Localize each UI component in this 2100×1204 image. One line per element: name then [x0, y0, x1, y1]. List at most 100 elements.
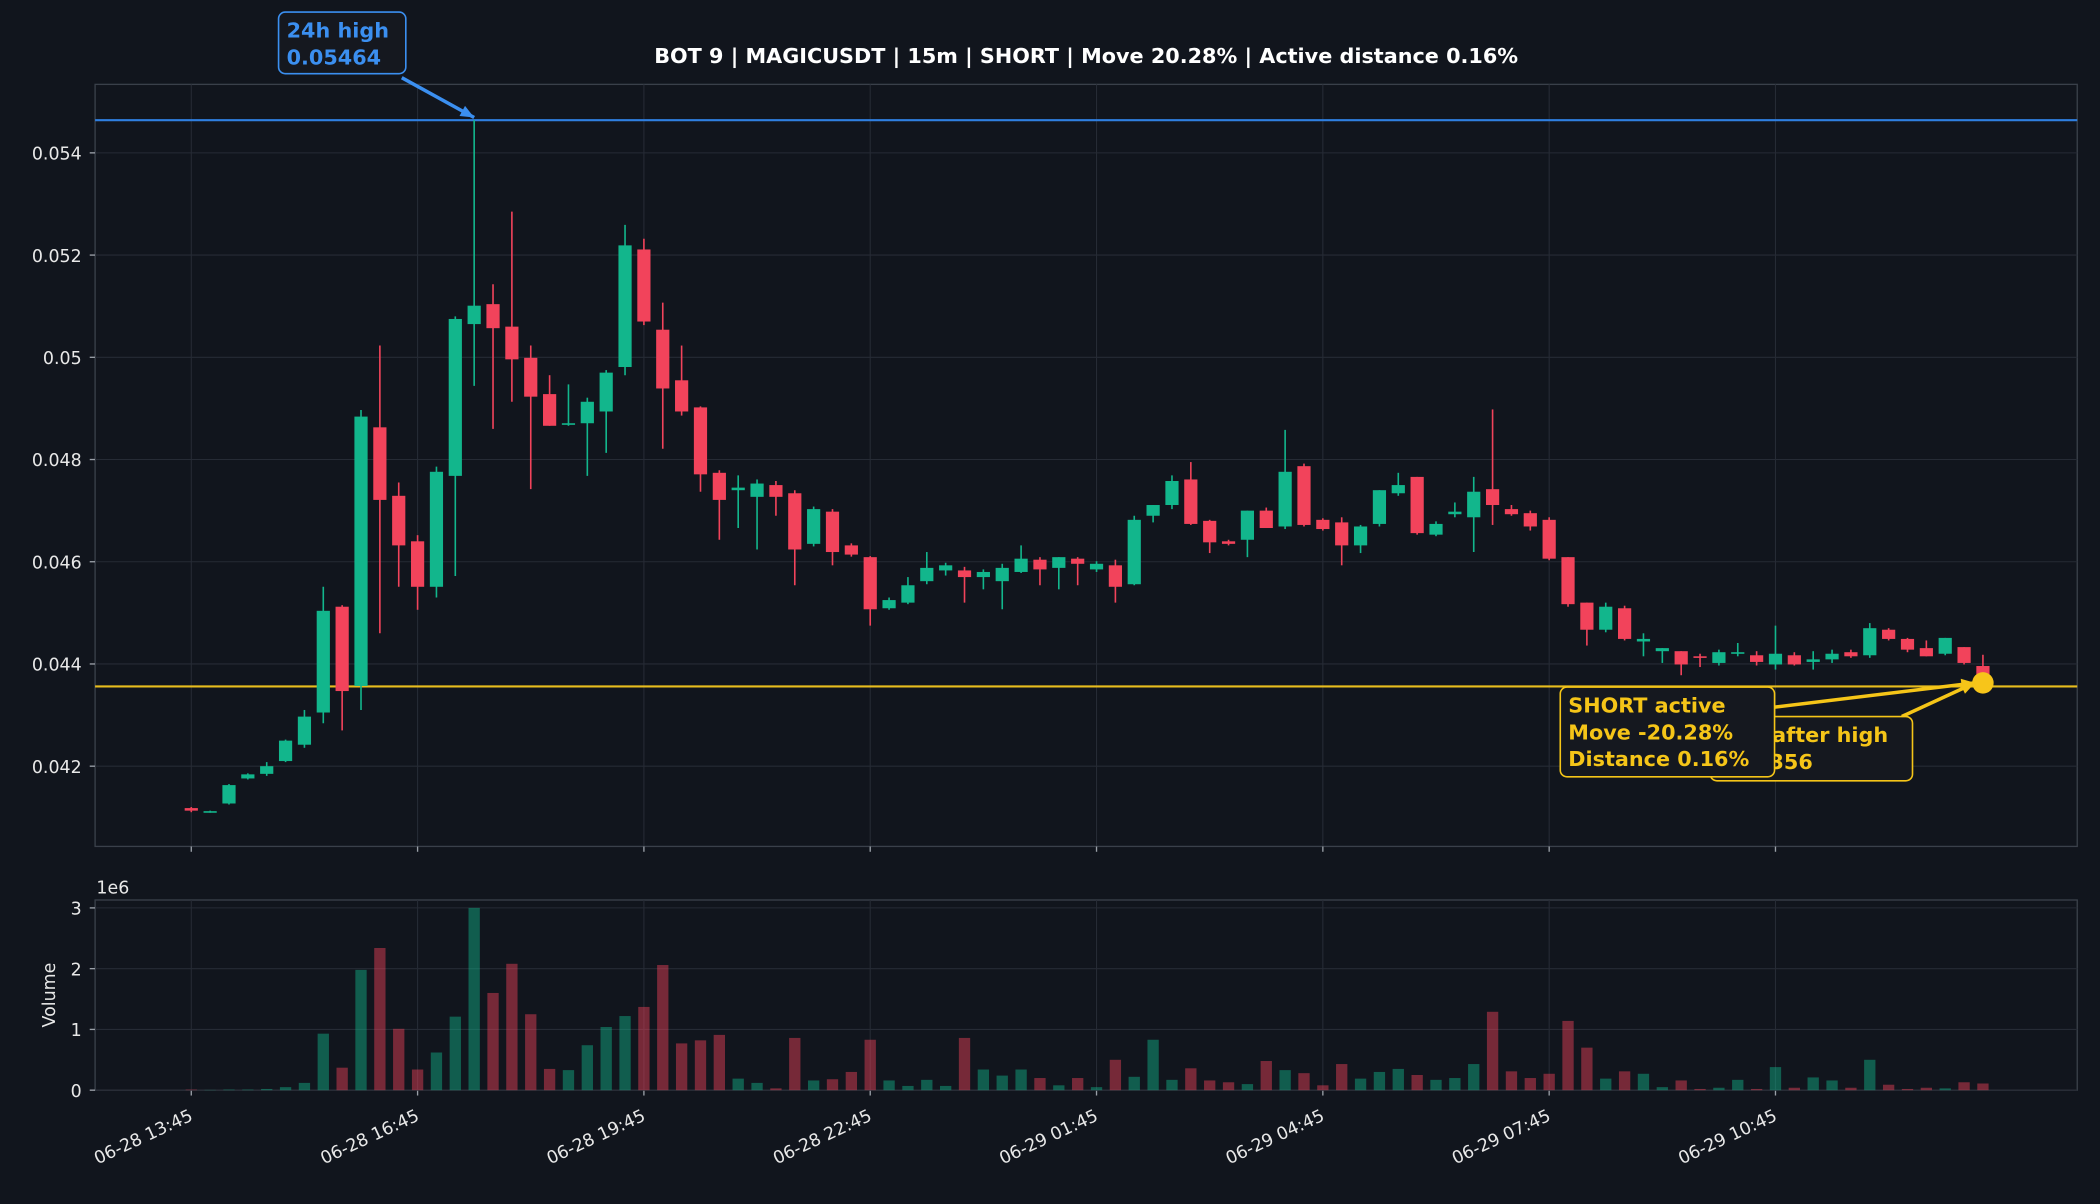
volume-bar	[1091, 1087, 1102, 1090]
candle-body	[901, 585, 914, 602]
volume-bar	[601, 1027, 612, 1090]
candle-body	[1486, 489, 1499, 505]
candle-body	[1882, 630, 1895, 639]
volume-bar	[1544, 1074, 1555, 1090]
annotation-text: Move -20.28%	[1568, 720, 1733, 744]
volume-bar	[1147, 1040, 1158, 1090]
candle-body	[788, 493, 801, 549]
volume-bar	[1185, 1068, 1196, 1090]
candle-body	[1014, 559, 1027, 572]
volume-bar	[770, 1088, 781, 1090]
volume-bar	[1525, 1078, 1536, 1090]
volume-bar	[1638, 1074, 1649, 1090]
candle-body	[1920, 648, 1933, 656]
candle-body	[1297, 466, 1310, 525]
candle-body	[1580, 603, 1593, 630]
volume-bar	[1242, 1084, 1253, 1090]
volume-bar	[1449, 1078, 1460, 1090]
candle-body	[317, 611, 330, 713]
candle-body	[1448, 512, 1461, 515]
candle-body	[524, 358, 537, 397]
candle-body	[486, 304, 499, 328]
volume-bar	[1694, 1089, 1705, 1090]
volume-bar	[1355, 1079, 1366, 1091]
candle-body	[996, 568, 1009, 581]
candle-body	[1599, 607, 1612, 630]
volume-bar	[1751, 1089, 1762, 1090]
volume-bar	[865, 1040, 876, 1090]
volume-bar	[450, 1017, 461, 1091]
volume-bar	[1072, 1078, 1083, 1090]
volume-bar	[902, 1086, 913, 1090]
candle-body	[1052, 557, 1065, 568]
candle-body	[1411, 477, 1424, 533]
volume-bar	[1317, 1085, 1328, 1090]
volume-bar	[1506, 1071, 1517, 1090]
volume-bar	[355, 970, 366, 1090]
candle-body	[1090, 564, 1103, 570]
candle-body	[336, 607, 349, 691]
volume-bar	[1468, 1064, 1479, 1090]
candle-body	[543, 394, 556, 426]
volume-bar	[374, 948, 385, 1090]
candle-body	[185, 808, 198, 811]
candle-body	[807, 509, 820, 544]
y-tick-label: 0.05	[43, 349, 82, 369]
candle-body	[1731, 652, 1744, 654]
candle-body	[1128, 520, 1141, 584]
volume-bar	[883, 1080, 894, 1090]
volume-bar	[1619, 1071, 1630, 1090]
candle-body	[1957, 647, 1970, 663]
y-tick-label: 1	[71, 1021, 82, 1041]
volume-bar	[223, 1090, 234, 1091]
volume-bar	[299, 1083, 310, 1090]
candle-body	[769, 485, 782, 497]
candle-body	[1618, 608, 1631, 639]
volume-bar	[186, 1090, 197, 1091]
volume-bar	[469, 908, 480, 1090]
volume-bar	[940, 1086, 951, 1090]
volume-bar	[1808, 1077, 1819, 1090]
volume-bar	[431, 1053, 442, 1091]
candle-body	[1033, 560, 1046, 570]
candle-body	[1863, 628, 1876, 655]
candle-body	[656, 330, 669, 389]
candle-body	[1354, 526, 1367, 545]
volume-bar	[1958, 1082, 1969, 1090]
volume-bar	[1015, 1070, 1026, 1091]
volume-bar	[1487, 1012, 1498, 1090]
candle-body	[1561, 557, 1574, 604]
candle-body	[411, 541, 424, 586]
volume-bar	[1921, 1088, 1932, 1090]
y-axis-label: Volume	[40, 963, 60, 1028]
y-tick-label: 0.042	[32, 758, 82, 778]
volume-bar	[1713, 1088, 1724, 1090]
volume-bar	[563, 1070, 574, 1090]
candle-body	[618, 245, 631, 367]
y-tick-label: 0.048	[32, 451, 82, 471]
candle-body	[1543, 520, 1556, 559]
candle-body	[1392, 485, 1405, 493]
candle-body	[1184, 479, 1197, 523]
volume-bar	[1581, 1048, 1592, 1091]
candle-body	[1769, 654, 1782, 665]
volume-bar	[959, 1038, 970, 1090]
candle-body	[845, 545, 858, 554]
volume-bar	[1940, 1088, 1951, 1090]
candle-body	[373, 427, 386, 500]
volume-bar	[921, 1080, 932, 1090]
y-tick-label: 3	[71, 900, 82, 920]
volume-bar	[1374, 1072, 1385, 1090]
volume-bar	[676, 1043, 687, 1090]
volume-bar	[657, 965, 668, 1090]
volume-bar	[506, 964, 517, 1090]
volume-bar	[1732, 1080, 1743, 1090]
volume-bar	[1902, 1089, 1913, 1090]
volume-bar	[280, 1087, 291, 1090]
candle-body	[1693, 656, 1706, 658]
candle-body	[1467, 492, 1480, 518]
candle-body	[1788, 655, 1801, 664]
candle-body	[1750, 655, 1763, 662]
candle-body	[392, 496, 405, 546]
